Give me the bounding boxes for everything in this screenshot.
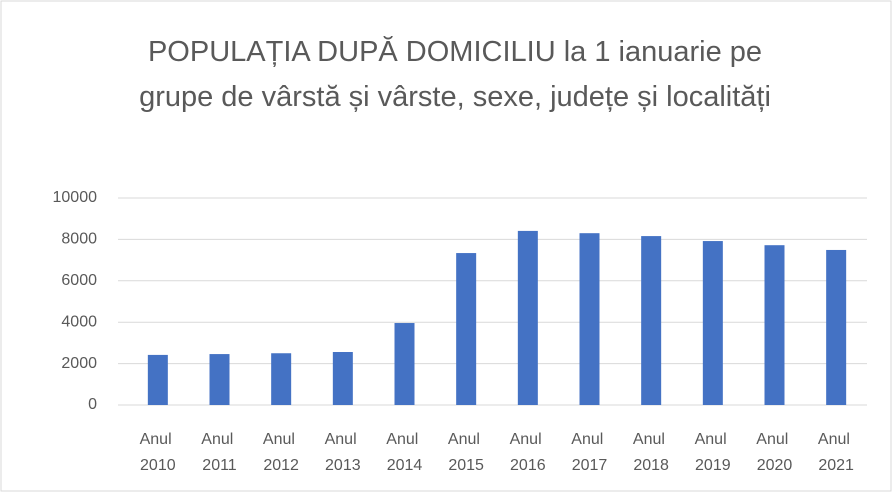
bar xyxy=(641,236,662,405)
chart-title: POPULAȚIA DUPĂ DOMICILIU la 1 ianuarie p… xyxy=(139,36,771,113)
bar xyxy=(702,241,723,405)
bar xyxy=(209,354,230,405)
y-tick-label: 2000 xyxy=(61,355,97,372)
bar xyxy=(394,323,415,405)
x-tick-label: Anul 2016 xyxy=(510,431,546,474)
bar xyxy=(456,253,477,405)
x-tick-label: Anul 2017 xyxy=(571,431,607,474)
x-tick-label: Anul 2020 xyxy=(756,431,792,474)
y-tick-label: 10000 xyxy=(53,189,98,206)
bar xyxy=(764,245,785,405)
bar xyxy=(332,352,353,405)
x-tick-label: Anul 2012 xyxy=(263,431,299,474)
bar xyxy=(147,354,168,405)
y-tick-label: 6000 xyxy=(61,272,97,289)
bar xyxy=(517,230,538,405)
x-tick-label: Anul 2019 xyxy=(695,431,731,474)
bar xyxy=(826,249,847,405)
bar xyxy=(271,353,292,405)
x-tick-label: Anul 2018 xyxy=(633,431,669,474)
x-tick-label: Anul 2010 xyxy=(140,431,176,474)
y-tick-label: 4000 xyxy=(61,313,97,330)
x-tick-label: Anul 2021 xyxy=(818,431,854,474)
x-tick-label: Anul 2014 xyxy=(386,431,422,474)
y-tick-label: 8000 xyxy=(61,231,97,248)
y-tick-label: 0 xyxy=(88,396,97,413)
x-tick-label: Anul 2011 xyxy=(201,431,237,474)
x-tick-label: Anul 2013 xyxy=(325,431,361,474)
bar xyxy=(579,233,600,405)
x-tick-label: Anul 2015 xyxy=(448,431,484,474)
